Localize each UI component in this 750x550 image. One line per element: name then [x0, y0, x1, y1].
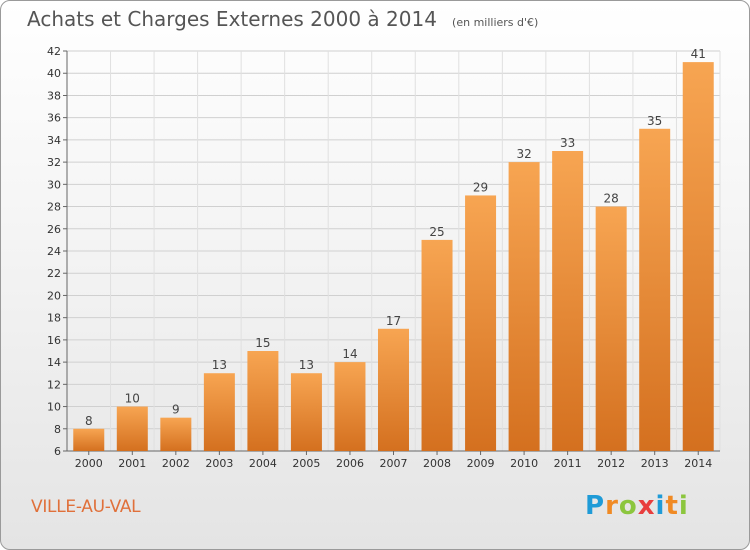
logo-letter: t [665, 491, 679, 521]
x-tick-label: 2002 [162, 457, 190, 470]
value-label: 41 [691, 47, 706, 61]
bar-2005 [290, 373, 322, 451]
x-tick-label: 2008 [423, 457, 451, 470]
y-tick-label: 8 [54, 423, 61, 436]
y-tick-label: 18 [47, 312, 61, 325]
y-tick-label: 10 [47, 401, 61, 414]
x-tick-label: 2004 [249, 457, 277, 470]
value-label: 17 [386, 314, 401, 328]
y-tick-label: 40 [47, 67, 61, 80]
bar-2011 [552, 151, 584, 451]
y-tick-label: 28 [47, 201, 61, 214]
x-tick-label: 2005 [292, 457, 320, 470]
bar-2000 [73, 428, 105, 451]
bar-2004 [247, 351, 279, 451]
value-label: 35 [647, 114, 662, 128]
y-tick-label: 16 [47, 334, 61, 347]
x-tick-label: 2003 [205, 457, 233, 470]
bar-2013 [639, 128, 671, 451]
value-label: 10 [125, 392, 140, 406]
x-tick-label: 2010 [510, 457, 538, 470]
title-row: Achats et Charges Externes 2000 à 2014 (… [27, 7, 538, 31]
y-tick-label: 24 [47, 245, 61, 258]
y-tick-label: 6 [54, 445, 61, 458]
y-tick-label: 38 [47, 89, 61, 102]
chart-subtitle: (en milliers d'€) [452, 16, 539, 29]
x-tick-label: 2000 [75, 457, 103, 470]
bar-2003 [203, 373, 235, 451]
x-tick-label: 2007 [380, 457, 408, 470]
logo-letter: x [637, 491, 656, 521]
x-tick-label: 2014 [684, 457, 712, 470]
commune-name: VILLE-AU-VAL [31, 497, 141, 517]
value-label: 13 [212, 358, 227, 372]
bar-2014 [682, 62, 714, 451]
bars [73, 62, 714, 451]
logo-letter: i [655, 491, 666, 521]
proxiti-logo: Proxiti [585, 491, 689, 521]
logo-letter: P [585, 491, 606, 521]
x-tick-label: 2013 [641, 457, 669, 470]
x-tick-label: 2009 [467, 457, 495, 470]
y-tick-label: 22 [47, 267, 61, 280]
y-tick-label: 36 [47, 112, 61, 125]
y-tick-label: 42 [47, 45, 61, 58]
bar-2002 [160, 417, 192, 451]
y-tick-label: 32 [47, 156, 61, 169]
value-label: 33 [560, 136, 575, 150]
value-label: 8 [85, 414, 93, 428]
bar-2001 [116, 406, 148, 451]
x-tick-label: 2011 [554, 457, 582, 470]
y-tick-label: 20 [47, 289, 61, 302]
bar-2009 [465, 195, 497, 451]
logo-letter: r [605, 491, 619, 521]
data-labels: 8 10 9 13 15 13 14 17 25 29 32 33 28 35 41 [85, 47, 706, 428]
bar-2007 [378, 328, 409, 451]
value-label: 28 [604, 192, 619, 206]
chart-title: Achats et Charges Externes 2000 à 2014 [27, 7, 437, 31]
value-label: 9 [172, 403, 180, 417]
y-tick-label: 12 [47, 378, 61, 391]
x-tick-label: 2001 [118, 457, 146, 470]
logo-letter: i [678, 491, 689, 521]
value-label: 25 [429, 225, 444, 239]
bar-2006 [334, 362, 366, 451]
value-label: 14 [342, 347, 357, 361]
y-tick-label: 34 [47, 134, 61, 147]
bar-2012 [595, 206, 627, 451]
bar-2008 [421, 239, 453, 451]
value-label: 32 [516, 147, 531, 161]
value-label: 29 [473, 180, 488, 194]
y-tick-label: 30 [47, 178, 61, 191]
y-tick-label: 26 [47, 223, 61, 236]
value-label: 15 [255, 336, 270, 350]
bar-2010 [508, 162, 540, 451]
value-label: 13 [299, 358, 314, 372]
x-tick-label: 2006 [336, 457, 364, 470]
x-tick-label: 2012 [597, 457, 625, 470]
y-tick-label: 14 [47, 356, 61, 369]
logo-letter: o [618, 491, 638, 521]
